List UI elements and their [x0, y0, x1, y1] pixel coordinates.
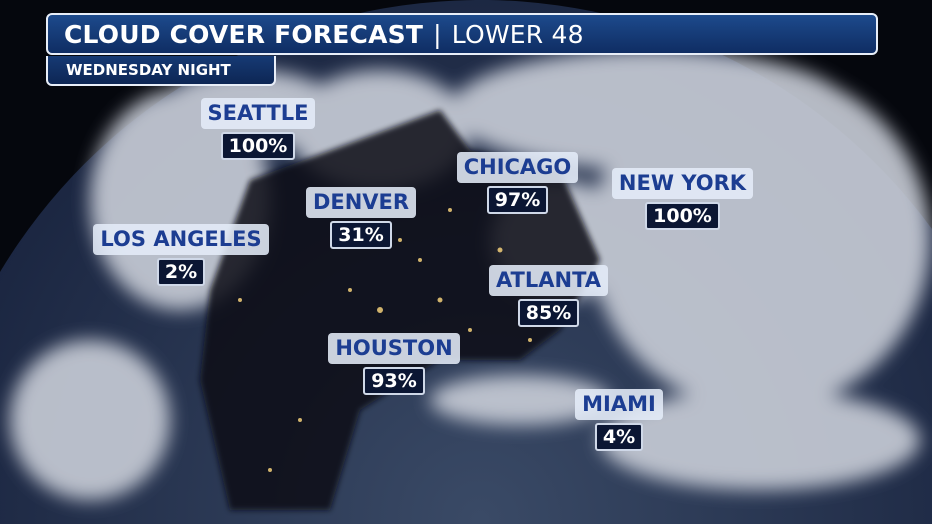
city-houston: HOUSTON 93% — [324, 333, 464, 395]
city-atlanta: ATLANTA 85% — [484, 265, 613, 327]
city-new-york: NEW YORK 100% — [607, 168, 758, 230]
city-chicago: CHICAGO 97% — [452, 152, 583, 214]
city-name: MIAMI — [575, 389, 663, 420]
city-lights — [238, 208, 532, 472]
subtitle: WEDNESDAY NIGHT — [66, 61, 231, 79]
city-seattle: SEATTLE 100% — [198, 98, 318, 160]
city-denver: DENVER 31% — [303, 187, 419, 249]
cloud-cover-value: 85% — [517, 299, 580, 327]
city-name: DENVER — [305, 187, 417, 218]
city-name: ATLANTA — [488, 265, 609, 296]
title-banner: CLOUD COVER FORECAST | LOWER 48 — [46, 13, 878, 55]
region-label: LOWER 48 — [451, 19, 584, 49]
city-name: SEATTLE — [200, 98, 316, 129]
title-separator: | — [433, 19, 442, 49]
city-name: NEW YORK — [611, 168, 754, 199]
subtitle-banner: WEDNESDAY NIGHT — [46, 56, 276, 86]
city-name: LOS ANGELES — [93, 224, 269, 255]
city-name: CHICAGO — [456, 152, 579, 183]
city-los-angeles: LOS ANGELES 2% — [85, 224, 277, 286]
cloud-cover-value: 2% — [156, 258, 206, 286]
title: CLOUD COVER FORECAST — [64, 19, 424, 49]
cloud-cover-value: 97% — [486, 186, 549, 214]
cloud-cover-value: 31% — [330, 221, 392, 249]
city-miami: MIAMI 4% — [575, 389, 663, 451]
cloud-cover-value: 4% — [594, 423, 644, 451]
cloud-cover-value: 93% — [363, 367, 425, 395]
cloud-cover-value: 100% — [645, 202, 720, 230]
city-name: HOUSTON — [328, 333, 460, 364]
cloud-cover-value: 100% — [220, 132, 296, 160]
